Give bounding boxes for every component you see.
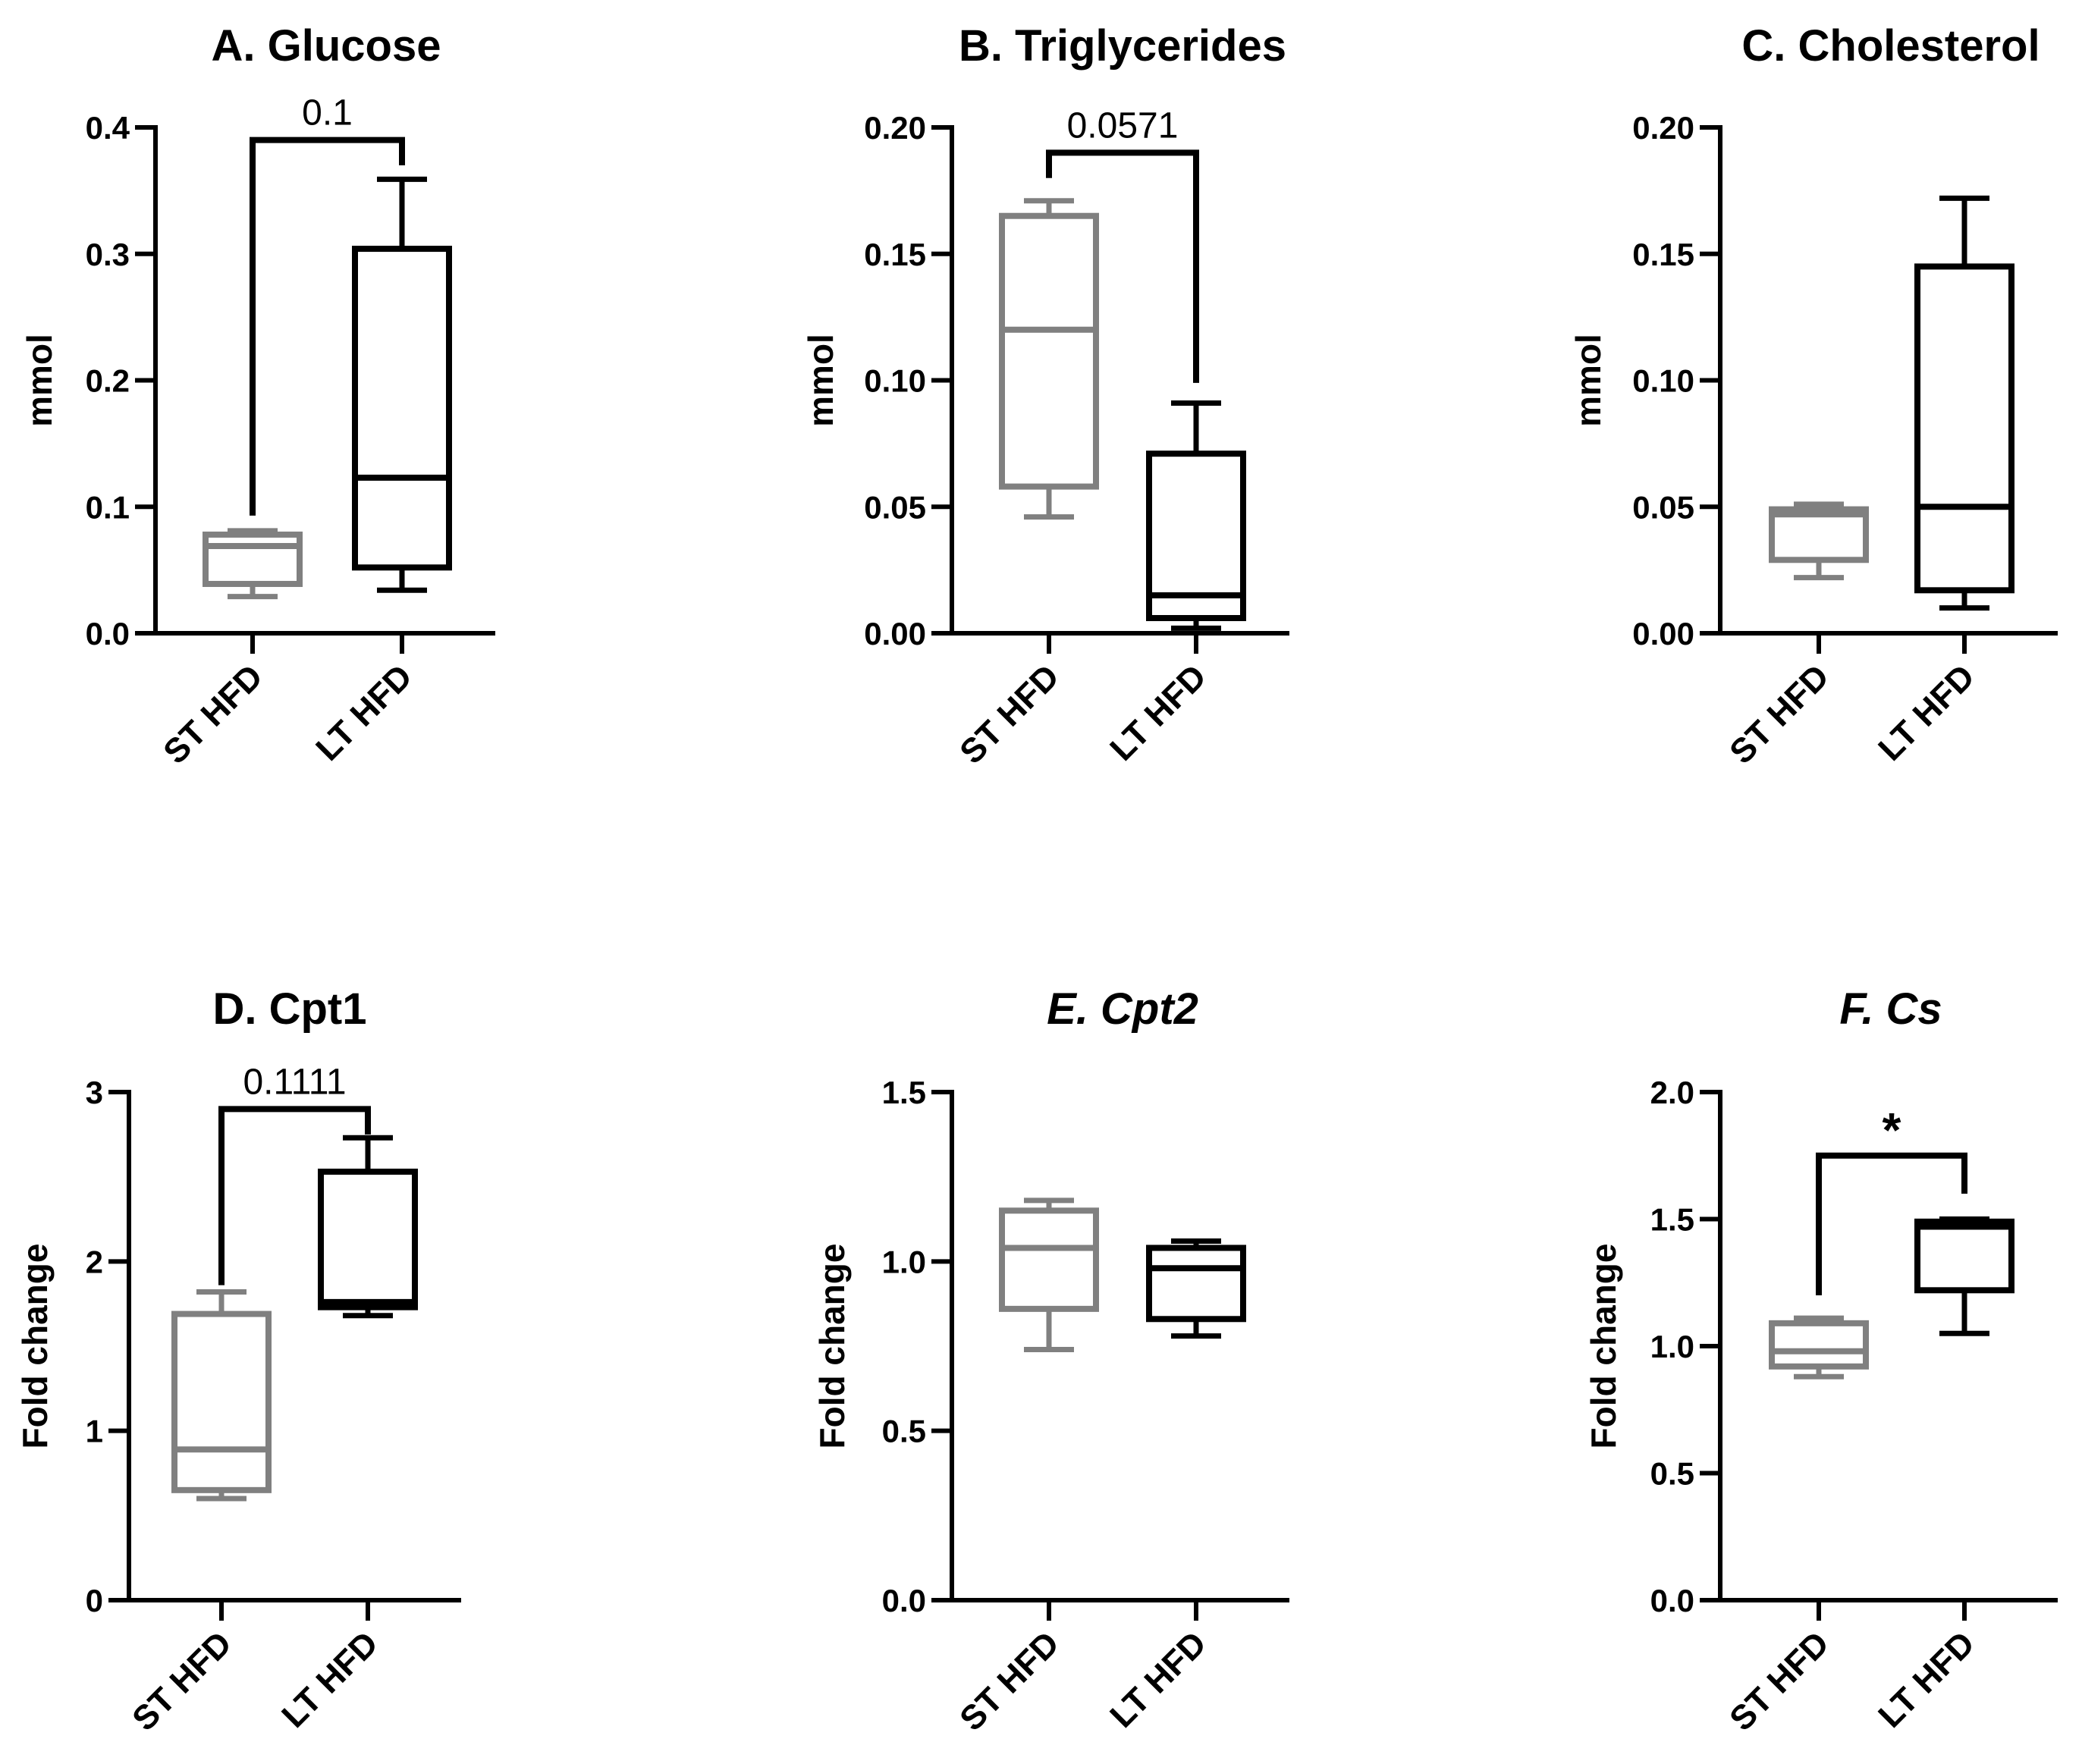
- panel-c-y-tick-label: 0.10: [1632, 363, 1694, 399]
- panel-e: E. Cpt2 0.0 0.5 1.0 1.5 ST HFD LT HFD Fold chan…: [812, 984, 1289, 1738]
- iqr-box: [1914, 1218, 2014, 1294]
- panel-d-title: D. Cpt1: [213, 984, 367, 1034]
- panel-f-x-label: LT HFD: [1870, 1624, 1982, 1735]
- panel-e-box-lt-hfd: [1146, 1238, 1246, 1339]
- panel-a-comparison-label: 0.1: [302, 93, 353, 133]
- panel-f-y-label: Fold change: [1584, 1244, 1623, 1449]
- panel-b-title: B. Triglycerides: [959, 21, 1286, 71]
- panel-e-title: E. Cpt2: [1047, 984, 1198, 1034]
- panel-e-y-tick-label: 1.5: [882, 1075, 926, 1110]
- panel-a-x-label: ST HFD: [155, 657, 270, 771]
- panel-f-comparison-bracket: [1816, 1152, 1967, 1295]
- iqr-box: [1769, 1320, 1869, 1370]
- panel-f-y-tick-label: 0.0: [1650, 1583, 1694, 1618]
- panel-e-box-st-hfd: [999, 1197, 1099, 1352]
- panel-d-box-lt-hfd: [318, 1135, 418, 1319]
- panel-d-comparison-bracket: [218, 1106, 371, 1285]
- panel-c-title: C. Cholesterol: [1741, 21, 2040, 71]
- panel-d: D. Cpt1 0 1 2 3 ST HFD LT HFD Fold change 0.1111: [15, 984, 461, 1738]
- panel-e-y-label: Fold change: [812, 1244, 852, 1449]
- panel-d-y-tick-label: 3: [86, 1075, 103, 1110]
- panel-c: C. Cholesterol 0.00 0.05 0.10 0.15 0.20 ST HFD…: [1569, 21, 2058, 771]
- panel-c-y-tick-label: 0.05: [1632, 489, 1694, 525]
- panel-f-box-st-hfd: [1769, 1315, 1869, 1379]
- iqr-box: [171, 1310, 272, 1493]
- panel-f: F. Cs 0.0 0.5 1.0 1.5 2.0 ST HFD LT HFD Fold cha…: [1584, 984, 2058, 1738]
- panel-b: B. Triglycerides 0.00 0.05 0.10 0.15 0.20 ST H…: [801, 21, 1289, 771]
- panel-e-y-tick-label: 0.0: [882, 1583, 926, 1618]
- panel-f-box-lt-hfd: [1914, 1216, 2014, 1336]
- panel-d-y-tick-label: 2: [86, 1244, 103, 1279]
- panel-f-y-tick-label: 1.0: [1650, 1329, 1694, 1364]
- iqr-box: [999, 1207, 1099, 1312]
- iqr-box: [1146, 450, 1246, 621]
- panel-a-y-label: mmol: [20, 334, 59, 427]
- panel-b-y-tick-label: 0.05: [864, 489, 926, 525]
- panel-a-comparison-bracket: [250, 137, 405, 516]
- panel-d-y-tick-label: 1: [86, 1414, 103, 1449]
- panel-c-y-tick-label: 0.15: [1632, 237, 1694, 272]
- iqr-box: [203, 531, 303, 587]
- iqr-box: [318, 1168, 418, 1310]
- iqr-box: [1146, 1245, 1246, 1323]
- iqr-box: [1769, 506, 1869, 563]
- iqr-box: [352, 246, 452, 571]
- panel-d-y-label: Fold change: [15, 1244, 55, 1449]
- panel-e-x-label: ST HFD: [952, 1624, 1066, 1738]
- panel-b-y-tick-label: 0.00: [864, 616, 926, 651]
- panel-d-comparison-label: 0.1111: [243, 1062, 346, 1102]
- panel-a-x-label: LT HFD: [308, 657, 419, 768]
- panel-f-y-tick-label: 2.0: [1650, 1075, 1694, 1110]
- panel-a-y-tick-label: 0.2: [86, 363, 130, 399]
- panel-b-comparison-bracket: [1046, 149, 1199, 383]
- panel-c-y-label: mmol: [1569, 334, 1608, 427]
- panel-b-x-label: LT HFD: [1102, 657, 1214, 768]
- panel-b-y-tick-label: 0.15: [864, 237, 926, 272]
- panel-d-x-label: ST HFD: [124, 1624, 239, 1738]
- panel-c-box-lt-hfd: [1914, 195, 2014, 611]
- panel-a-y-tick-label: 0.3: [86, 237, 130, 272]
- panel-a-y-tick-label: 0.4: [86, 110, 130, 146]
- panel-b-comparison-label: 0.0571: [1067, 105, 1179, 146]
- panel-a: A. Glucose 0.0 0.1 0.2 0.3 0.4 ST HFD LT HFD mmo…: [20, 21, 495, 771]
- panel-c-x-label: ST HFD: [1722, 657, 1836, 771]
- panel-f-y-tick-label: 1.5: [1650, 1202, 1694, 1238]
- panel-c-x-label: LT HFD: [1870, 657, 1982, 768]
- panel-f-comparison-label: *: [1883, 1103, 1901, 1157]
- panel-c-y-tick-label: 0.00: [1632, 616, 1694, 651]
- panel-b-y-label: mmol: [801, 334, 840, 427]
- panel-b-y-tick-label: 0.20: [864, 110, 926, 146]
- panel-b-y-tick-label: 0.10: [864, 363, 926, 399]
- panel-a-box-lt-hfd: [352, 176, 452, 593]
- panel-d-box-st-hfd: [171, 1289, 272, 1502]
- panel-b-box-st-hfd: [999, 198, 1099, 520]
- panel-c-y-tick-label: 0.20: [1632, 110, 1694, 146]
- panel-a-y-tick-label: 0.0: [86, 616, 130, 651]
- panel-f-x-label: ST HFD: [1722, 1624, 1836, 1738]
- iqr-box: [1914, 263, 2014, 594]
- panel-c-box-st-hfd: [1769, 501, 1869, 581]
- iqr-box: [999, 212, 1099, 490]
- panel-d-x-label: LT HFD: [274, 1624, 385, 1735]
- panel-a-box-st-hfd: [203, 528, 303, 600]
- panel-f-title: F. Cs: [1839, 984, 1942, 1034]
- panel-b-box-lt-hfd: [1146, 400, 1246, 631]
- panel-f-y-tick-label: 0.5: [1650, 1456, 1694, 1492]
- panel-a-y-tick-label: 0.1: [86, 489, 130, 525]
- panel-a-title: A. Glucose: [212, 21, 441, 71]
- panel-d-y-tick-label: 0: [86, 1583, 103, 1618]
- panel-b-x-label: ST HFD: [952, 657, 1066, 771]
- panel-e-x-label: LT HFD: [1102, 1624, 1214, 1735]
- panel-e-y-tick-label: 1.0: [882, 1244, 926, 1279]
- panel-e-y-tick-label: 0.5: [882, 1414, 926, 1449]
